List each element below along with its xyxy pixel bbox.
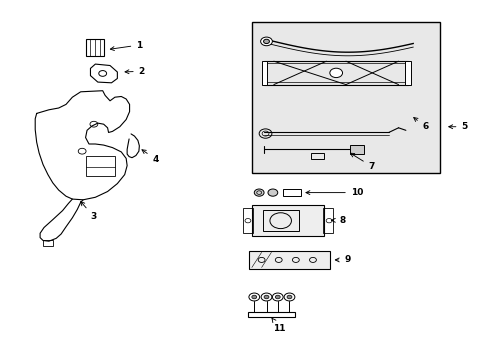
Circle shape [286,295,291,299]
Circle shape [284,293,294,301]
Circle shape [329,68,342,78]
Text: 8: 8 [331,216,345,225]
Text: 7: 7 [350,153,374,171]
Bar [43,240,53,246]
Bar [310,153,324,159]
Text: 2: 2 [125,67,144,76]
Circle shape [275,295,280,299]
Text: 1: 1 [110,40,142,50]
Bar [85,39,104,56]
Text: 5: 5 [448,122,467,131]
Text: 11: 11 [271,318,285,333]
Bar [248,312,295,317]
Text: 9: 9 [335,256,350,264]
Bar [243,208,252,233]
Bar [349,145,364,154]
Circle shape [260,37,272,46]
Bar [262,210,299,231]
Circle shape [272,293,283,301]
Bar [323,208,332,233]
Bar [282,189,301,196]
Circle shape [261,293,271,301]
Bar [85,156,115,176]
Bar [251,22,439,173]
Circle shape [248,293,259,301]
Bar [249,251,329,269]
Text: 3: 3 [81,202,97,221]
Bar [251,205,324,236]
Text: 10: 10 [305,188,363,197]
Circle shape [264,295,268,299]
Circle shape [251,295,256,299]
Bar [404,61,410,85]
Circle shape [263,39,269,44]
Bar [261,61,267,85]
Text: 6: 6 [413,118,427,131]
Circle shape [254,189,264,196]
Circle shape [267,189,277,196]
Text: 4: 4 [142,150,159,163]
